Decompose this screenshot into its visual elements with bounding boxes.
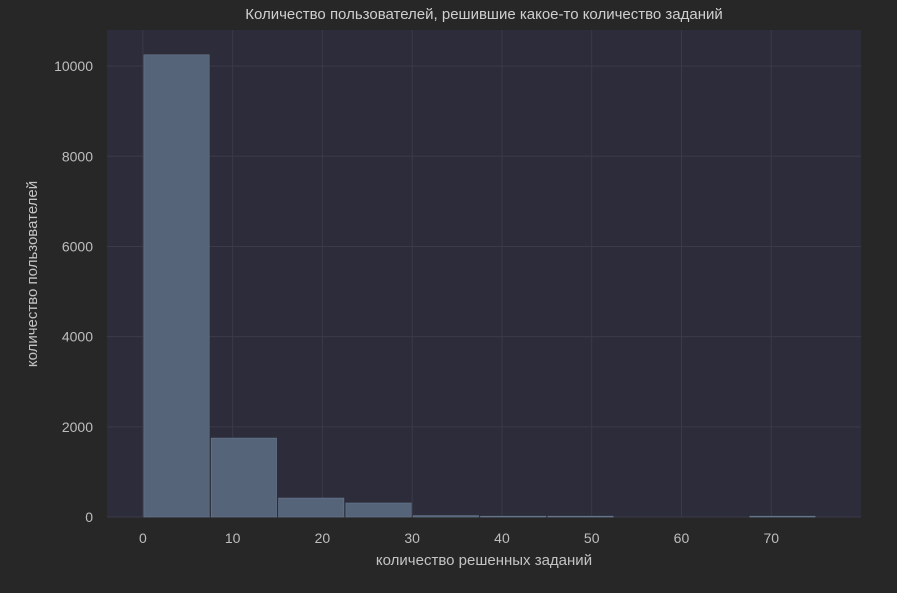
histogram-bar-0 <box>143 54 210 518</box>
y-tick-label: 8000 <box>62 148 93 164</box>
x-axis-label: количество решенных заданий <box>376 552 592 569</box>
histogram-bar-3 <box>345 502 412 518</box>
histogram-bars <box>143 54 816 518</box>
grid-lines <box>107 30 861 518</box>
chart-title: Количество пользователей, решившие какое… <box>245 6 723 23</box>
y-tick-label: 10000 <box>54 58 93 74</box>
histogram-bar-9 <box>749 515 816 518</box>
x-tick-label: 20 <box>315 530 331 546</box>
y-tick-label: 4000 <box>62 329 93 345</box>
y-tick-label: 6000 <box>62 238 93 254</box>
y-tick-label: 2000 <box>62 419 93 435</box>
x-axis-ticks: 0 10 20 30 40 50 60 70 <box>139 530 779 546</box>
y-axis-label: количество пользователей <box>24 181 41 367</box>
x-tick-label: 50 <box>584 530 600 546</box>
x-tick-label: 70 <box>763 530 779 546</box>
x-tick-label: 30 <box>404 530 420 546</box>
histogram-bar-5 <box>480 515 547 518</box>
histogram-bar-4 <box>412 515 479 518</box>
histogram-bar-1 <box>210 437 277 518</box>
y-axis-ticks: 0 2000 4000 6000 8000 10000 <box>54 58 93 525</box>
x-tick-label: 40 <box>494 530 510 546</box>
x-tick-label: 60 <box>674 530 690 546</box>
y-tick-label: 0 <box>85 509 93 525</box>
x-tick-label: 10 <box>225 530 241 546</box>
histogram-bar-2 <box>278 497 345 518</box>
x-tick-label: 0 <box>139 530 147 546</box>
histogram-bar-6 <box>547 515 614 518</box>
